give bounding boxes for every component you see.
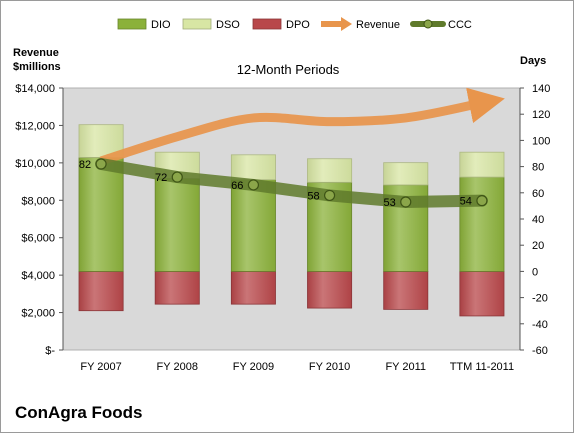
plot-area xyxy=(62,87,521,351)
category-label: TTM 11-2011 xyxy=(450,361,514,373)
left-axis-title: Revenue $millions xyxy=(13,46,61,74)
bar-dpo xyxy=(154,270,200,305)
left-tick-label: $10,000 xyxy=(15,158,55,170)
ccc-point xyxy=(476,195,488,207)
right-tick-label: 0 xyxy=(532,266,538,278)
right-tick-label: 40 xyxy=(532,214,544,226)
bar-dpo xyxy=(307,270,353,309)
right-tick-label: 120 xyxy=(532,109,550,121)
right-tick-label: 60 xyxy=(532,188,544,200)
bar-dso xyxy=(383,162,429,186)
bar-dpo xyxy=(383,270,429,310)
company-name: ConAgra Foods xyxy=(15,403,143,422)
left-tick-label: $2,000 xyxy=(21,308,55,320)
ccc-data-label: 82 xyxy=(79,159,91,171)
legend-swatch-dso xyxy=(182,18,212,30)
ccc-data-label: 54 xyxy=(460,196,472,208)
right-tick-label: -40 xyxy=(532,319,548,331)
left-axis-title-line2: $millions xyxy=(13,61,61,73)
legend-arrowhead-revenue xyxy=(341,17,352,31)
bar-dio xyxy=(230,179,276,272)
bar-dso xyxy=(78,124,124,158)
bar-dpo xyxy=(78,270,124,312)
bar-dso xyxy=(459,151,505,178)
ccc-data-label: 58 xyxy=(307,190,319,202)
legend-label-dio: DIO xyxy=(151,19,171,31)
right-tick-label: -20 xyxy=(532,293,548,305)
legend-label-revenue: Revenue xyxy=(356,19,400,31)
ccc-point xyxy=(95,158,107,170)
right-tick-label: 80 xyxy=(532,162,544,174)
category-label: FY 2008 xyxy=(157,361,198,373)
left-tick-label: $14,000 xyxy=(15,83,55,95)
bar-dpo xyxy=(459,270,505,317)
right-tick-label: 20 xyxy=(532,240,544,252)
ccc-point xyxy=(400,196,412,208)
bar-dso xyxy=(307,158,353,183)
right-tick-label: -60 xyxy=(532,345,548,357)
left-tick-label: $6,000 xyxy=(21,233,55,245)
legend-marker-ccc xyxy=(423,19,433,29)
ccc-point xyxy=(323,189,336,202)
ccc-data-label: 66 xyxy=(231,180,243,192)
category-label: FY 2011 xyxy=(385,361,426,373)
ccc-point xyxy=(247,179,260,191)
bar-dio xyxy=(154,177,200,272)
category-label: FY 2010 xyxy=(309,361,350,373)
bar-dso xyxy=(230,154,276,181)
ccc-line xyxy=(95,157,488,208)
legend-label-dpo: DPO xyxy=(286,19,310,31)
right-tick-label: 100 xyxy=(532,135,550,147)
left-tick-label: $- xyxy=(45,345,55,357)
bar-dio xyxy=(78,157,124,272)
legend-swatch-dpo xyxy=(252,18,282,30)
bar-dpo xyxy=(230,270,276,305)
left-tick-label: $12,000 xyxy=(15,120,55,132)
legend-label-ccc: CCC xyxy=(448,19,472,31)
legend-label-dso: DSO xyxy=(216,19,240,31)
category-label: FY 2009 xyxy=(233,361,274,373)
right-tick-label: 140 xyxy=(532,83,550,95)
legend-swatch-dio xyxy=(117,18,147,30)
bar-dio xyxy=(459,176,505,272)
ccc-data-label: 53 xyxy=(384,197,396,209)
ccc-data-label: 72 xyxy=(155,172,167,184)
revenue-line xyxy=(99,87,505,166)
ccc-point xyxy=(171,171,183,183)
left-axis-title-line1: Revenue xyxy=(13,47,59,59)
category-label: FY 2007 xyxy=(80,361,121,373)
right-axis-title: Days xyxy=(520,55,547,67)
left-tick-label: $8,000 xyxy=(21,195,55,207)
left-tick-label: $4,000 xyxy=(21,270,55,282)
chart-title: 12-Month Periods xyxy=(236,62,340,77)
